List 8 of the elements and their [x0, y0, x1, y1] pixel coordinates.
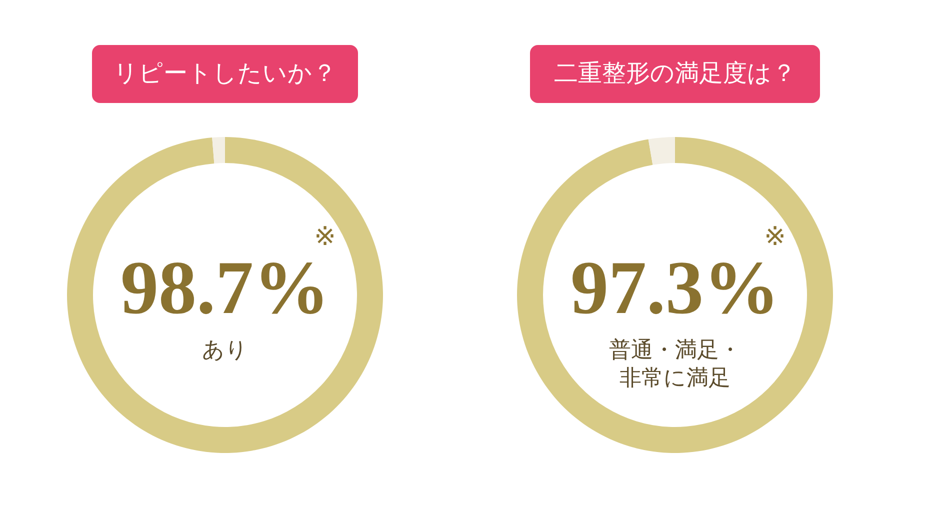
donut-slice: [67, 137, 383, 453]
chart-title: 二重整形の満足度は？: [554, 59, 796, 87]
donut-slice: [212, 137, 225, 164]
slice-label: 普通・満足・非常に満足: [609, 338, 741, 391]
chart-title: リピートしたいか？: [114, 59, 336, 87]
donut-slice: [648, 137, 675, 165]
donut-slice: [517, 137, 833, 453]
slice-label: あり: [202, 338, 248, 363]
